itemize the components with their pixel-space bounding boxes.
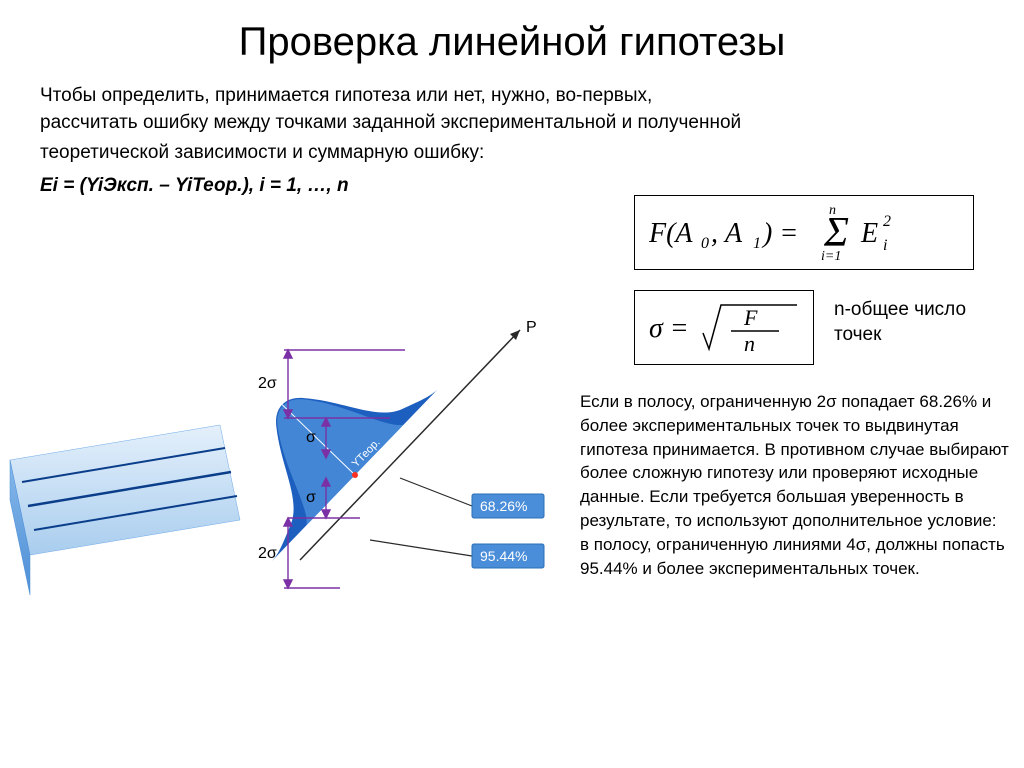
svg-text:) =: ) = <box>761 218 798 249</box>
formula-sigma: σ = F n <box>634 290 814 365</box>
page-title: Проверка линейной гипотезы <box>0 0 1024 83</box>
body-paragraph: Если в полосу, ограниченную 2σ попадает … <box>580 390 1009 580</box>
intro-text: Чтобы определить, принимается гипотеза и… <box>0 83 1024 167</box>
tag-68: 68.26% <box>400 478 544 518</box>
intro-line-2: рассчитать ошибку между точками заданной… <box>40 110 984 137</box>
label-2sigma-top: 2σ <box>258 375 277 392</box>
intro-line-3: теоретической зависимости и суммарную ош… <box>40 136 984 167</box>
svg-text:95.44%: 95.44% <box>480 548 527 564</box>
svg-text:1: 1 <box>753 235 761 252</box>
svg-text:F(A: F(A <box>649 218 693 249</box>
diagram: P YТеор. <box>10 300 570 700</box>
svg-text:n: n <box>744 331 755 356</box>
svg-text:F: F <box>743 305 758 330</box>
label-sigma-top: σ <box>306 429 316 446</box>
svg-text:68.26%: 68.26% <box>480 498 527 514</box>
axis-label-p: P <box>526 319 537 336</box>
distribution-diagram: P YТеор. <box>240 310 580 630</box>
intro-line-1: Чтобы определить, принимается гипотеза и… <box>40 83 984 110</box>
n-note: n-общее число точек <box>834 298 974 347</box>
svg-text:i: i <box>883 237 887 254</box>
formula-f: F(A 0 , A 1 ) = Σ n i=1 E 2 i <box>634 195 974 270</box>
label-2sigma-bottom: 2σ <box>258 545 277 562</box>
svg-text:i=1: i=1 <box>821 249 841 262</box>
label-sigma-bottom: σ <box>306 489 316 506</box>
svg-text:n: n <box>829 204 836 218</box>
band-3d <box>0 420 250 620</box>
tag-95: 95.44% <box>370 540 544 568</box>
svg-text:E: E <box>860 218 878 249</box>
svg-text:0: 0 <box>701 235 709 252</box>
svg-text:2: 2 <box>883 213 891 230</box>
error-formula: Ei = (YiЭксп. – YiТеор.), i = 1, …, n <box>0 167 1024 197</box>
svg-text:, A: , A <box>711 218 743 249</box>
svg-text:σ =: σ = <box>649 313 689 344</box>
